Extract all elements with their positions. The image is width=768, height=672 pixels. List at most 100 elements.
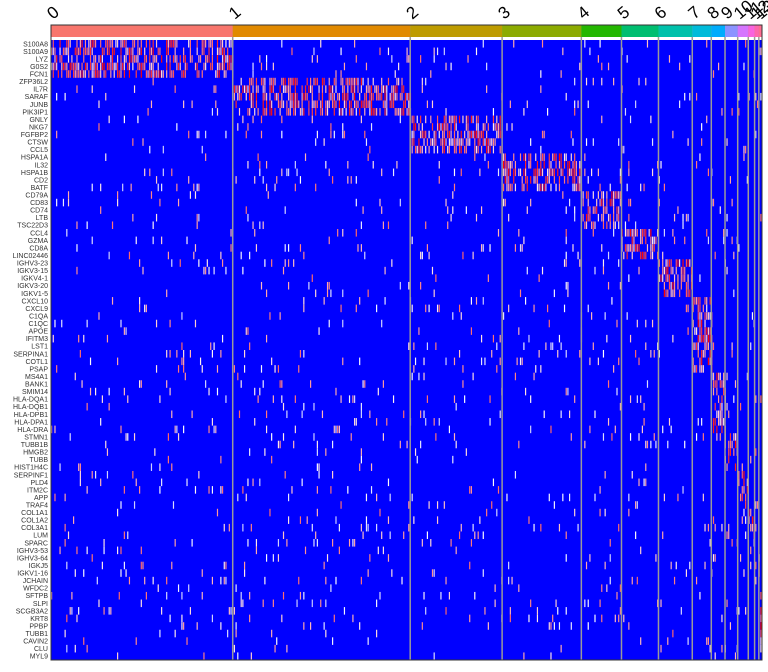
gene-labels: S100A8S100A9LYZG0S2FCN1ZFP36L2IL7RSARAFJ…: [13, 41, 49, 660]
heatmap-cell: [738, 478, 740, 487]
heatmap-cell: [480, 244, 483, 252]
heatmap-cell: [291, 486, 293, 494]
heatmap-cell: [453, 130, 456, 139]
heatmap-cell: [233, 92, 236, 101]
heatmap-cell: [435, 138, 437, 146]
heatmap-cell: [594, 206, 596, 214]
heatmap-cell: [653, 433, 655, 441]
heatmap-cell: [332, 637, 334, 645]
heatmap-cell: [513, 176, 515, 184]
heatmap-cell: [760, 607, 762, 615]
heatmap-cell: [541, 40, 544, 48]
heatmap-cell: [712, 425, 715, 434]
heatmap-cell: [155, 70, 158, 78]
heatmap-cell: [225, 561, 227, 570]
heatmap-cell: [658, 198, 660, 207]
heatmap-cell: [328, 77, 330, 86]
heatmap-cell: [687, 281, 689, 290]
heatmap-cell: [690, 266, 693, 275]
heatmap-cell: [670, 281, 672, 290]
heatmap-cell: [242, 599, 244, 608]
heatmap-cell: [645, 478, 647, 487]
heatmap-cell: [425, 304, 427, 313]
heatmap-cell: [152, 236, 154, 245]
heatmap-cell: [242, 266, 244, 275]
heatmap-cell: [196, 622, 198, 630]
heatmap-cell: [306, 77, 308, 86]
heatmap-cell: [211, 418, 213, 426]
heatmap-cell: [100, 206, 102, 214]
heatmap-cell: [194, 486, 197, 494]
heatmap-cell: [682, 486, 684, 494]
heatmap-cell: [61, 62, 63, 71]
heatmap-cell: [310, 85, 312, 93]
heatmap-cell: [191, 410, 193, 419]
heatmap-cell: [89, 47, 92, 56]
heatmap-cell: [62, 62, 65, 71]
heatmap-cell: [357, 100, 359, 109]
heatmap-cell: [406, 47, 408, 56]
heatmap-cell: [142, 266, 144, 275]
heatmap-cell: [733, 395, 735, 403]
heatmap-cell: [701, 123, 703, 131]
heatmap-cell: [343, 100, 346, 109]
heatmap-cell: [69, 433, 71, 441]
heatmap-cell: [497, 229, 500, 237]
heatmap-cell: [69, 70, 71, 78]
heatmap-cell: [139, 297, 141, 305]
heatmap-cell: [717, 62, 720, 71]
heatmap-cell: [201, 591, 203, 600]
heatmap-cell: [110, 62, 112, 71]
heatmap-cell: [262, 85, 264, 93]
heatmap-cell: [513, 40, 515, 48]
cluster-bar-segment: [692, 25, 712, 37]
heatmap-cell: [431, 123, 434, 131]
heatmap-cell: [161, 183, 163, 192]
heatmap-cell: [362, 77, 364, 86]
heatmap-cell: [135, 70, 137, 78]
heatmap-cell: [203, 652, 205, 660]
heatmap-cell: [538, 183, 540, 192]
heatmap-cell: [140, 70, 142, 78]
heatmap-cell: [496, 508, 498, 517]
heatmap-cell: [643, 418, 645, 426]
heatmap-cell: [651, 168, 654, 177]
heatmap-cell: [52, 40, 54, 48]
heatmap-cell: [553, 289, 555, 298]
heatmap-cell: [106, 40, 109, 48]
heatmap-cell: [467, 123, 469, 131]
heatmap-cell: [289, 100, 291, 109]
heatmap-cell: [245, 493, 247, 502]
heatmap-cell: [262, 108, 264, 116]
gene-label: IL7R: [33, 87, 48, 94]
heatmap-cell: [660, 274, 662, 282]
heatmap-cell: [406, 92, 408, 101]
heatmap-cell: [553, 168, 555, 177]
heatmap-cell: [464, 130, 466, 139]
heatmap-cell: [276, 92, 278, 101]
heatmap-cell: [651, 319, 654, 328]
heatmap-cell: [176, 350, 178, 358]
heatmap-cell: [108, 402, 110, 411]
heatmap-cell: [84, 62, 87, 71]
heatmap-cell: [174, 425, 176, 434]
heatmap-cell: [601, 115, 603, 124]
heatmap-cell: [734, 652, 737, 660]
heatmap-cell: [746, 478, 748, 487]
heatmap-cell: [408, 523, 410, 532]
heatmap-cell: [701, 350, 703, 358]
heatmap-cell: [137, 62, 139, 71]
heatmap-cell: [474, 130, 476, 139]
gene-label: GNLY: [29, 117, 48, 124]
heatmap-cell: [332, 100, 334, 109]
heatmap-cell: [670, 425, 672, 434]
heatmap-cell: [355, 100, 357, 109]
heatmap-cell: [574, 77, 576, 86]
heatmap-cell: [579, 350, 581, 358]
heatmap-cell: [453, 138, 456, 146]
heatmap-cell: [585, 77, 588, 86]
heatmap-cell: [183, 365, 185, 373]
heatmap-cell: [508, 213, 510, 222]
heatmap-cell: [230, 244, 232, 252]
heatmap-cell: [318, 85, 320, 93]
